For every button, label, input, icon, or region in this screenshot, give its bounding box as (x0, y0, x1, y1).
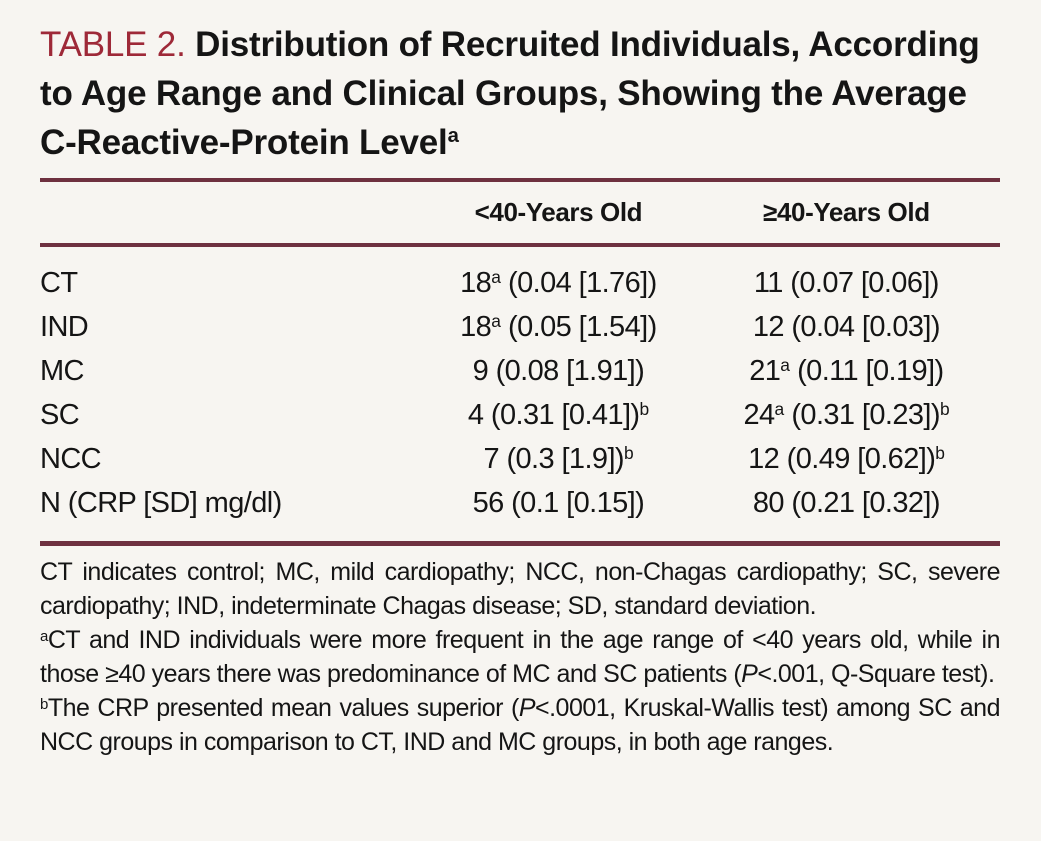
footnote-b: bThe CRP presented mean values superior … (40, 694, 1001, 756)
cell-superscript: b (623, 442, 634, 463)
cell-superscript: b (939, 398, 950, 419)
footnote-abbreviations: CT indicates control; MC, mild cardiopat… (40, 558, 1001, 620)
cell-under40: 56 (0.1 [0.15]) (472, 486, 645, 519)
p-value-symbol: P (741, 660, 758, 688)
table-header-row: <40-Years Old ≥40-Years Old (40, 182, 1000, 243)
footnote-a-marker: a (40, 628, 48, 645)
table-row: N (CRP [SD] mg/dl) 56 (0.1 [0.15]) 80 (0… (40, 481, 1000, 525)
table-body: CT 18a (0.04 [1.76]) 11 (0.07 [0.06]) IN… (40, 247, 1000, 541)
cell-superscript: b (935, 442, 945, 463)
table-title-text: Distribution of Recruited Individuals, A… (40, 25, 980, 162)
top-rule-divider (40, 178, 1000, 182)
table-row: MC 9 (0.08 [1.91]) 21a (0.11 [0.19]) (40, 349, 1000, 393)
table-row: NCC 7 (0.3 [1.9])b 12 (0.49 [0.62])b (40, 437, 1000, 481)
cell-under40: 9 (0.08 [1.91]) (472, 354, 645, 387)
footnote-a: aCT and IND individuals were more freque… (40, 626, 1001, 688)
title-footnote-marker: a (447, 125, 459, 147)
cell-superscript: b (639, 398, 649, 419)
table-row: CT 18a (0.04 [1.76]) 11 (0.07 [0.06]) (40, 261, 1000, 305)
cell-superscript: a (491, 266, 501, 287)
cell-over40: 12 (0.04 [0.03]) (752, 310, 941, 343)
cell-superscript: a (491, 310, 501, 331)
cell-over40: 11 (0.07 [0.06]) (753, 266, 940, 299)
table-number-label: TABLE 2. (40, 25, 186, 64)
cell-over40: 24a (0.31 [0.23])b (743, 398, 950, 431)
table-row: SC 4 (0.31 [0.41])b 24a (0.31 [0.23])b (40, 393, 1000, 437)
row-label: N (CRP [SD] mg/dl) (40, 486, 282, 519)
row-label: IND (40, 310, 89, 343)
cell-under40: 18a (0.05 [1.54]) (460, 310, 657, 343)
cell-superscript: a (780, 354, 790, 375)
footnote-b-marker: b (40, 696, 48, 713)
p-value-symbol: P (518, 694, 536, 722)
cell-over40: 80 (0.21 [0.32]) (752, 486, 941, 519)
cell-under40: 7 (0.3 [1.9])b (483, 442, 634, 475)
row-label: CT (40, 266, 78, 299)
header-under40: <40-Years Old (474, 197, 643, 227)
header-over40: ≥40-Years Old (763, 197, 930, 227)
cell-over40: 21a (0.11 [0.19]) (749, 354, 944, 387)
cell-under40: 18a (0.04 [1.76]) (460, 266, 657, 299)
table-title: TABLE 2. Distribution of Recruited Indiv… (40, 20, 1000, 167)
header-rule-divider (40, 243, 1000, 247)
row-label: MC (40, 354, 85, 387)
table-footnotes: CT indicates control; MC, mild cardiopat… (40, 555, 1001, 759)
bottom-rule-divider (40, 541, 1000, 546)
cell-under40: 4 (0.31 [0.41])b (467, 398, 649, 431)
cell-over40: 12 (0.49 [0.62])b (748, 442, 945, 475)
row-label: NCC (40, 442, 102, 475)
row-label: SC (40, 398, 80, 431)
table-row: IND 18a (0.05 [1.54]) 12 (0.04 [0.03]) (40, 305, 1000, 349)
cell-superscript: a (774, 398, 785, 419)
